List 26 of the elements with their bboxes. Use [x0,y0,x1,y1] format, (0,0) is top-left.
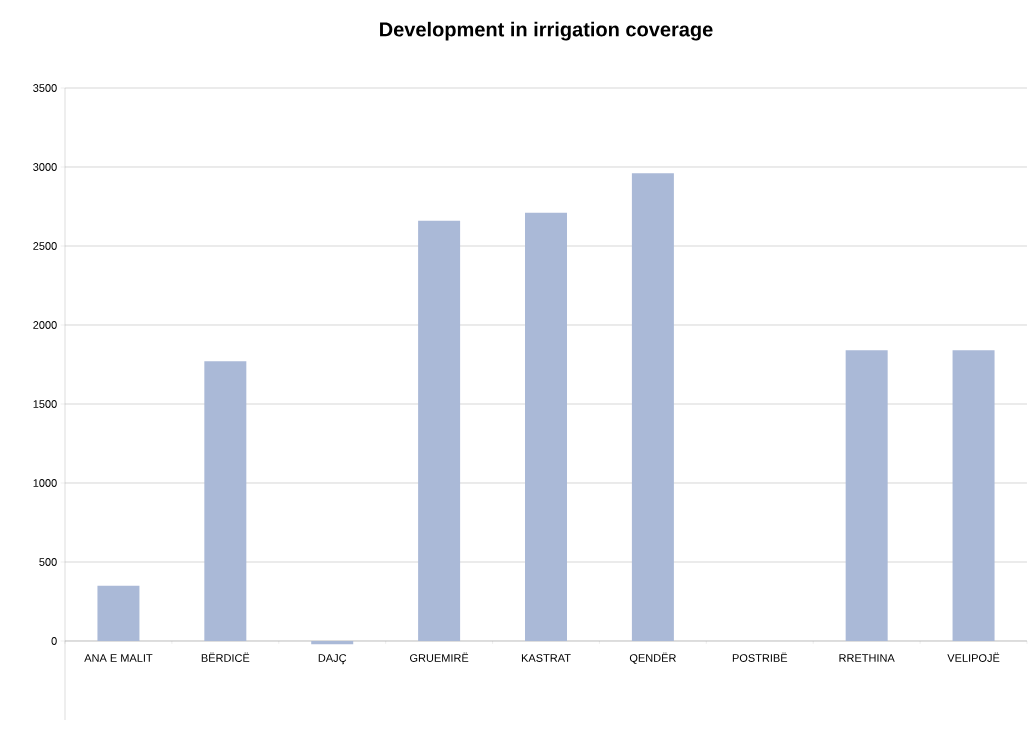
x-tick-label: BËRDICË [201,652,250,662]
y-tick-label: 2000 [33,321,57,329]
y-tick-label: 1500 [33,400,57,408]
bar [311,641,354,645]
y-tick-label: 500 [39,558,57,566]
bar [418,220,461,641]
x-tick-label: ANA E MALIT [84,654,153,662]
y-tick-label: 3000 [33,163,57,171]
x-tick-label: KASTRAT [521,654,571,662]
x-tick-label: RRETHINA [839,654,895,662]
x-tick-label: GRUEMIRË [410,652,469,662]
y-tick-label: 2500 [33,242,57,250]
y-tick-label: 0 [51,637,57,645]
x-tick-label: QENDËR [629,652,676,664]
chart-title: Development in irrigation coverage [380,21,713,41]
bar [952,350,995,641]
bar [97,585,140,641]
y-tick-label: 1000 [33,479,57,487]
x-tick-label: VELIPOJË [947,652,1000,662]
x-tick-label: DAJÇ [318,654,347,665]
y-tick-label: 3500 [33,84,57,92]
x-tick-label: POSTRIBË [732,652,788,662]
bar [525,212,567,641]
bar [845,350,888,641]
bar [204,361,247,641]
bar [631,173,674,641]
